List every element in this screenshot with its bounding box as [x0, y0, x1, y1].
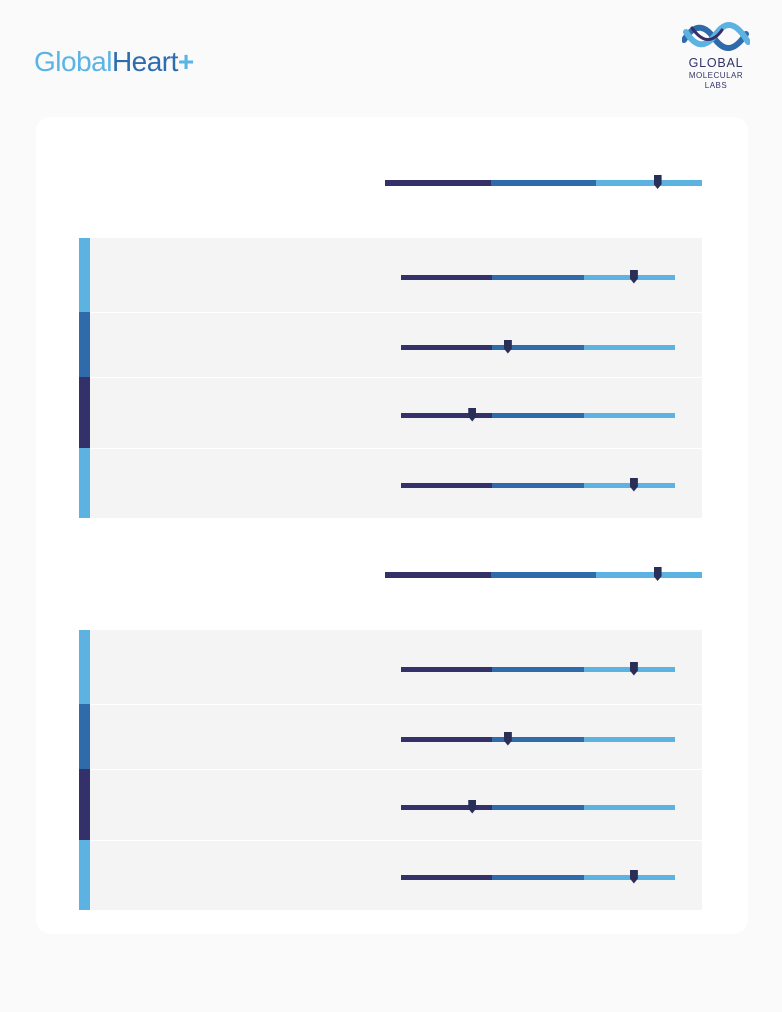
scale-low-segment: [401, 737, 493, 742]
level-marker-icon: [629, 269, 638, 284]
scale-mid-segment: [492, 413, 584, 418]
scale-low-segment: [385, 572, 491, 578]
result-row: [79, 312, 702, 377]
level-marker-icon: [468, 407, 477, 422]
summary-scale: [385, 180, 702, 186]
summary-scale: [385, 572, 702, 578]
row-divider: [90, 448, 702, 449]
row-divider: [90, 840, 702, 841]
scale-high-segment: [583, 275, 675, 280]
scale-high-segment: [583, 805, 675, 810]
scale-high-segment: [583, 345, 675, 350]
level-marker-icon: [468, 799, 477, 814]
row-divider: [90, 312, 702, 313]
scale-low-segment: [385, 180, 491, 186]
row-accent-bar: [79, 704, 90, 769]
scale-mid-segment: [490, 572, 597, 578]
scale-mid-segment: [492, 875, 584, 880]
result-row: [79, 377, 702, 448]
row-scale: [401, 875, 675, 880]
scale-low-segment: [401, 875, 493, 880]
result-row: [79, 704, 702, 769]
scale-mid-segment: [492, 805, 584, 810]
row-accent-bar: [79, 238, 90, 312]
lab-logo-line-2: MOLECULAR: [688, 71, 744, 80]
row-scale: [401, 667, 675, 672]
scale-low-segment: [401, 805, 493, 810]
level-marker-icon: [503, 339, 512, 354]
row-divider: [90, 704, 702, 705]
brand-part-2: Heart: [111, 46, 178, 77]
scale-low-segment: [401, 667, 493, 672]
level-marker-icon: [629, 661, 638, 676]
row-scale: [401, 275, 675, 280]
brand-part-1: Global: [34, 46, 112, 77]
lab-logo-line-3: LABS: [704, 81, 728, 90]
level-marker-icon: [503, 731, 512, 746]
scale-high-segment: [583, 737, 675, 742]
lab-logo-line-1: GLOBAL: [688, 56, 744, 70]
scale-low-segment: [401, 413, 493, 418]
row-divider: [90, 769, 702, 770]
scale-mid-segment: [492, 667, 584, 672]
row-accent-bar: [79, 840, 90, 910]
brand-plus: +: [177, 46, 194, 77]
row-accent-bar: [79, 630, 90, 704]
scale-mid-segment: [492, 737, 584, 742]
scale-low-segment: [401, 345, 493, 350]
result-row: [79, 769, 702, 840]
level-marker-icon: [629, 869, 638, 884]
global-molecular-labs-logo: GLOBAL MOLECULAR LABS: [676, 18, 756, 90]
level-marker-icon: [629, 477, 638, 492]
row-accent-bar: [79, 377, 90, 448]
scale-high-segment: [583, 413, 675, 418]
scale-high-segment: [596, 572, 702, 578]
scale-mid-segment: [492, 275, 584, 280]
level-marker-icon: [653, 175, 662, 189]
scale-mid-segment: [490, 180, 597, 186]
scale-mid-segment: [492, 483, 584, 488]
row-accent-bar: [79, 769, 90, 840]
row-scale: [401, 805, 675, 810]
scale-low-segment: [401, 275, 493, 280]
scale-high-segment: [583, 667, 675, 672]
scale-low-segment: [401, 483, 493, 488]
row-scale: [401, 737, 675, 742]
row-divider: [90, 377, 702, 378]
row-scale: [401, 413, 675, 418]
row-accent-bar: [79, 312, 90, 377]
scale-high-segment: [583, 875, 675, 880]
row-scale: [401, 483, 675, 488]
scale-high-segment: [583, 483, 675, 488]
row-scale: [401, 345, 675, 350]
scale-high-segment: [596, 180, 702, 186]
row-accent-bar: [79, 448, 90, 518]
globalheart-logo: GlobalHeart+: [34, 44, 194, 80]
level-marker-icon: [653, 567, 662, 581]
helix-logo-icon: [682, 22, 750, 51]
scale-mid-segment: [492, 345, 584, 350]
